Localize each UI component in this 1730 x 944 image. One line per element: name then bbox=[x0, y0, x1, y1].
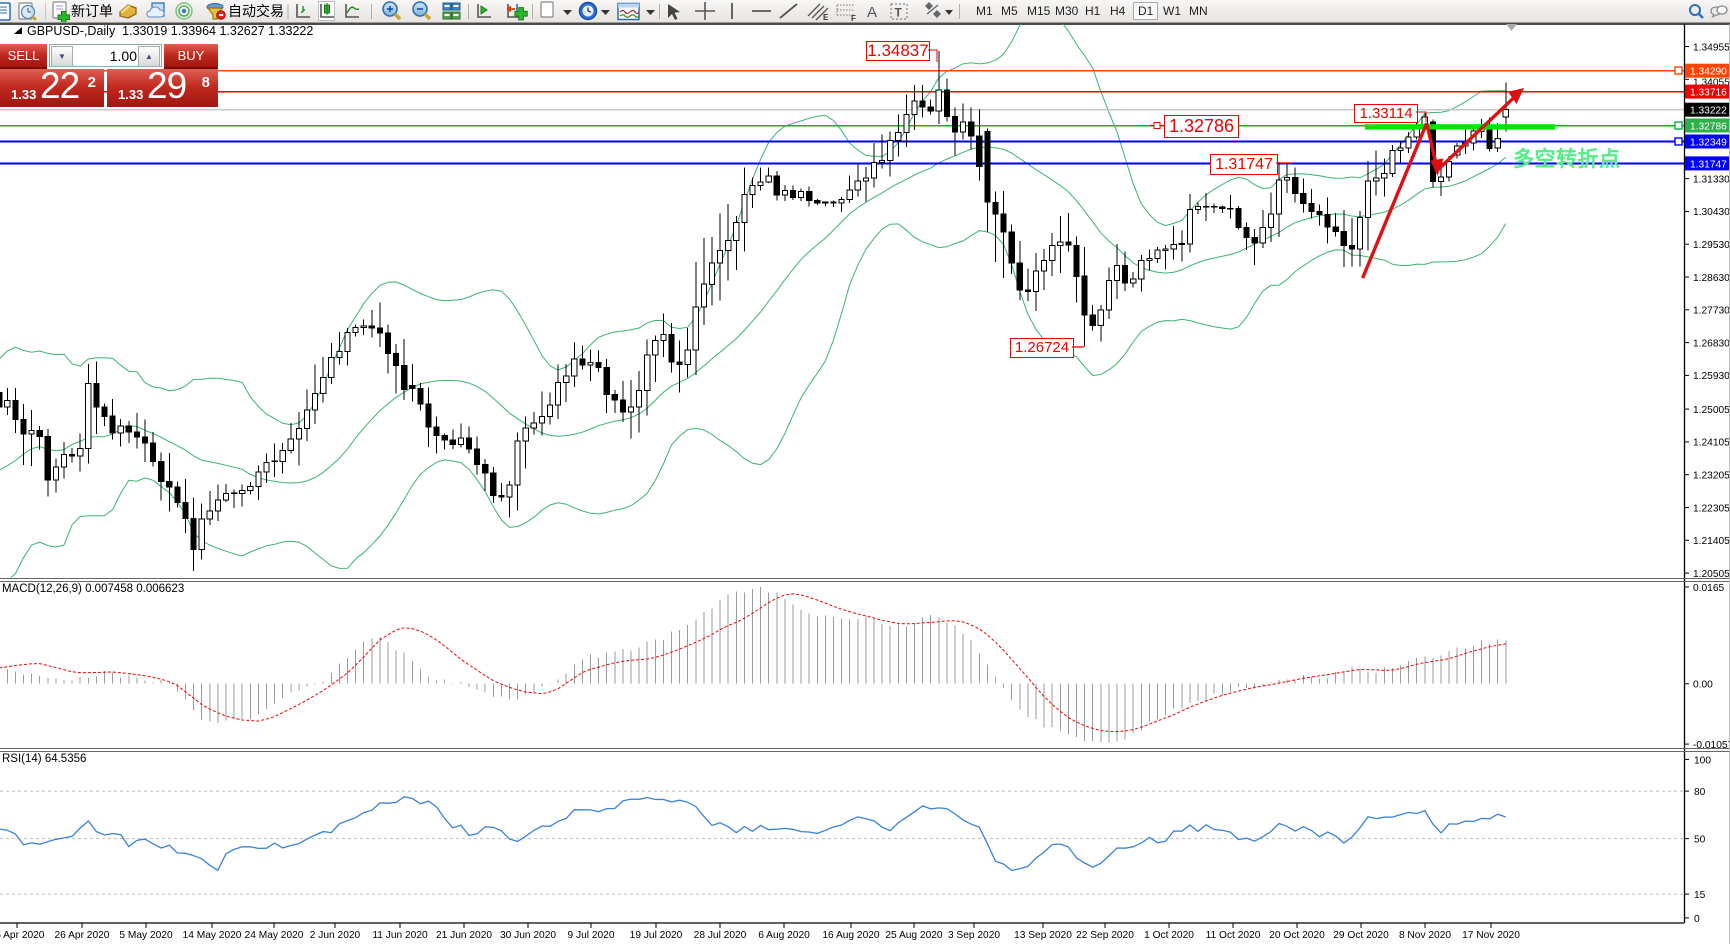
svg-text:1.23205: 1.23205 bbox=[1693, 471, 1730, 482]
svg-text:22 Sep 2020: 22 Sep 2020 bbox=[1076, 930, 1134, 941]
svg-text:0.0165: 0.0165 bbox=[1693, 583, 1724, 594]
svg-text:A: A bbox=[867, 4, 877, 21]
svg-text:多空转折点: 多空转折点 bbox=[1513, 147, 1621, 171]
svg-text:17 Nov 2020: 17 Nov 2020 bbox=[1462, 930, 1520, 941]
svg-text:1.28630: 1.28630 bbox=[1693, 273, 1730, 284]
svg-text:6 Aug 2020: 6 Aug 2020 bbox=[758, 930, 810, 941]
svg-text:25 Aug 2020: 25 Aug 2020 bbox=[885, 930, 943, 941]
svg-text:28 Jul 2020: 28 Jul 2020 bbox=[694, 930, 747, 941]
svg-text:1.33716: 1.33716 bbox=[1690, 88, 1727, 99]
svg-text:26 Apr 2020: 26 Apr 2020 bbox=[55, 930, 110, 941]
svg-text:29 Oct 2020: 29 Oct 2020 bbox=[1333, 930, 1389, 941]
svg-text:1.25005: 1.25005 bbox=[1693, 405, 1730, 416]
svg-text:1.26830: 1.26830 bbox=[1693, 338, 1730, 349]
svg-text:1.34055: 1.34055 bbox=[1693, 77, 1730, 88]
svg-text:自动交易: 自动交易 bbox=[228, 3, 284, 19]
svg-text:1.21405: 1.21405 bbox=[1693, 536, 1730, 547]
svg-text:T: T bbox=[895, 6, 903, 20]
svg-text:24 May 2020: 24 May 2020 bbox=[245, 930, 304, 941]
svg-text:1.30430: 1.30430 bbox=[1693, 207, 1730, 218]
svg-text:1.25930: 1.25930 bbox=[1693, 371, 1730, 382]
svg-text:-0.010571: -0.010571 bbox=[1693, 740, 1730, 751]
svg-text:1.33222: 1.33222 bbox=[1690, 106, 1727, 117]
svg-text:1.22305: 1.22305 bbox=[1693, 503, 1730, 514]
svg-text:14 May 2020: 14 May 2020 bbox=[183, 930, 242, 941]
svg-text:20 Oct 2020: 20 Oct 2020 bbox=[1269, 930, 1325, 941]
svg-text:F: F bbox=[851, 14, 856, 23]
svg-text:11 Jun 2020: 11 Jun 2020 bbox=[372, 930, 428, 941]
svg-text:3 Sep 2020: 3 Sep 2020 bbox=[948, 930, 1000, 941]
svg-text:30 Jun 2020: 30 Jun 2020 bbox=[500, 930, 556, 941]
svg-text:1.32349: 1.32349 bbox=[1690, 138, 1727, 149]
svg-text:1.34290: 1.34290 bbox=[1690, 67, 1727, 78]
svg-text:5 May 2020: 5 May 2020 bbox=[119, 930, 173, 941]
svg-text:1.20505: 1.20505 bbox=[1693, 569, 1730, 580]
svg-text:16 Apr 2020: 16 Apr 2020 bbox=[0, 930, 45, 941]
svg-text:9 Jul 2020: 9 Jul 2020 bbox=[567, 930, 614, 941]
svg-text:80: 80 bbox=[1694, 787, 1706, 798]
svg-text:100: 100 bbox=[1694, 755, 1711, 766]
svg-text:21 Jun 2020: 21 Jun 2020 bbox=[436, 930, 492, 941]
svg-text:11 Oct 2020: 11 Oct 2020 bbox=[1206, 930, 1261, 941]
svg-text:1.29530: 1.29530 bbox=[1693, 240, 1730, 251]
svg-text:13 Sep 2020: 13 Sep 2020 bbox=[1014, 930, 1072, 941]
svg-text:新订单: 新订单 bbox=[71, 3, 113, 19]
svg-text:1.32786: 1.32786 bbox=[1690, 122, 1727, 133]
svg-text:1.24105: 1.24105 bbox=[1693, 438, 1730, 449]
svg-text:2 Jun 2020: 2 Jun 2020 bbox=[310, 930, 361, 941]
svg-text:E: E bbox=[823, 13, 829, 22]
svg-text:0.00: 0.00 bbox=[1693, 680, 1713, 691]
svg-text:1.31747: 1.31747 bbox=[1690, 159, 1727, 170]
svg-text:15: 15 bbox=[1694, 890, 1706, 901]
svg-text:19 Jul 2020: 19 Jul 2020 bbox=[630, 930, 683, 941]
svg-text:8 Nov 2020: 8 Nov 2020 bbox=[1399, 930, 1451, 941]
svg-text:1.27730: 1.27730 bbox=[1693, 306, 1730, 317]
svg-text:16 Aug 2020: 16 Aug 2020 bbox=[822, 930, 880, 941]
svg-text:1.31330: 1.31330 bbox=[1693, 174, 1730, 185]
svg-text:50: 50 bbox=[1694, 835, 1706, 846]
svg-text:1.34955: 1.34955 bbox=[1693, 42, 1730, 53]
svg-text:1 Oct 2020: 1 Oct 2020 bbox=[1144, 930, 1194, 941]
svg-text:0: 0 bbox=[1694, 914, 1700, 925]
